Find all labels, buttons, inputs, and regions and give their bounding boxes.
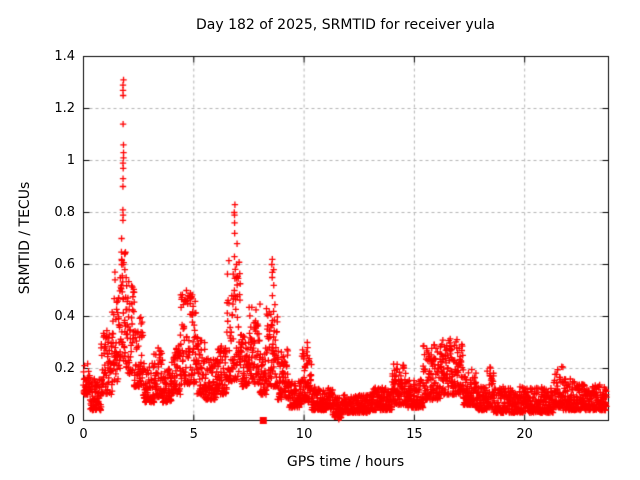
y-tick-label: 1.4	[54, 48, 75, 64]
y-tick-label: 0.4	[54, 308, 75, 324]
y-tick-label: 0.8	[54, 204, 75, 220]
y-tick-label: 1	[66, 152, 75, 168]
y-tick-label: 0.2	[54, 360, 75, 376]
y-tick-label: 0.6	[54, 256, 75, 272]
y-tick-label: 1.2	[54, 100, 75, 116]
x-tick-label: 20	[516, 427, 533, 442]
x-tick-label: 15	[406, 427, 423, 442]
y-axis-label: SRMTID / TECUs	[17, 181, 33, 295]
x-tick-label: 0	[79, 427, 88, 442]
x-tick-label: 10	[295, 427, 313, 442]
x-tick-label: 5	[189, 427, 198, 442]
y-tick-label: 0	[66, 412, 75, 428]
chart-title: Day 182 of 2025, SRMTID for receiver yul…	[195, 17, 496, 33]
x-axis-label: GPS time / hours	[286, 454, 405, 470]
